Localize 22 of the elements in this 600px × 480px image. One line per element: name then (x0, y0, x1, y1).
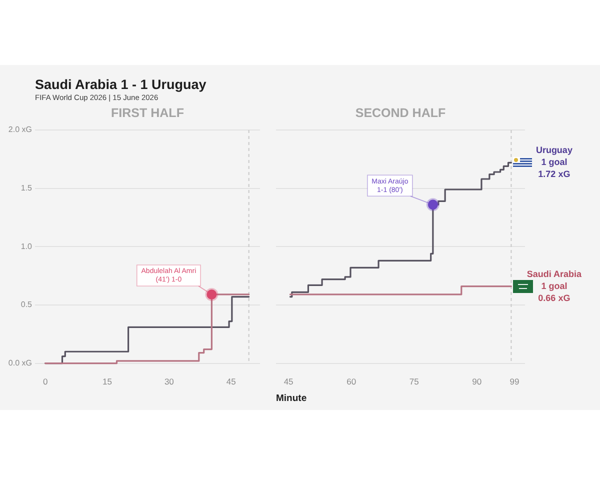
text: Saudi Arabia 1 - 1 Uruguay (35, 77, 206, 92)
x-tick-label: 90 (472, 376, 482, 387)
x-tick-label: 99 (510, 376, 520, 387)
x-tick-label: 45 (284, 376, 294, 387)
text: 1 goal 0.66 xG (538, 280, 570, 303)
x-tick-label: 0 (42, 376, 48, 387)
x-tick-label: 60 (346, 376, 356, 387)
chart-title: SECOND HALF (355, 106, 446, 120)
chart-title: FIRST HALF (111, 106, 184, 120)
y-tick-label: 2.0 xG (8, 125, 32, 134)
x-tick-label: 30 (164, 376, 174, 387)
y-tick-label: 0.5 (20, 300, 33, 310)
series-label: Saudi Arabia (526, 268, 583, 279)
x-axis-title: Minute (276, 392, 307, 404)
y-tick-label: 1.0 (20, 242, 33, 251)
text: 1 goal 1.72 xG (538, 157, 570, 180)
x-tick-label: 45 (226, 376, 236, 387)
y-tick-label: 0.0 xG (8, 358, 32, 368)
text: Uruguay (536, 145, 572, 156)
y-tick-label: 1.5 (20, 184, 33, 193)
x-tick-label: 75 (409, 376, 420, 387)
x-tick-label: 15 (102, 376, 112, 387)
